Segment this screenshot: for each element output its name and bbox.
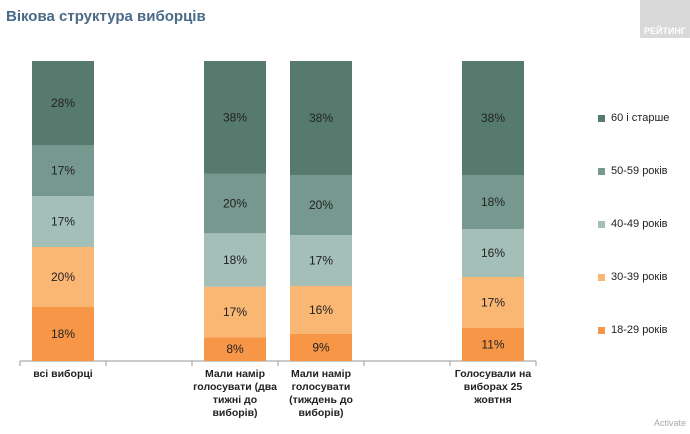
legend-swatch [598,326,605,334]
bar-segment [32,307,94,361]
category-label: всі виборці [33,368,93,380]
legend-label: 30-39 років [611,271,668,283]
activate-watermark: Activate [654,418,687,428]
bar-segment [462,277,524,328]
bar-segment [204,286,266,338]
legend-item: 50-59 років [598,165,668,177]
category-label: Мали намір голосувати (тиждень до виборі… [289,368,353,419]
data-label: 38% [481,111,505,125]
bar-segment [290,61,352,175]
legend-label: 40-49 років [611,218,668,230]
data-label: 20% [309,198,333,212]
data-label: 16% [309,303,333,317]
data-label: 17% [223,305,247,319]
bar-segment [204,61,266,174]
data-label: 38% [223,110,247,124]
data-label: 16% [481,246,505,260]
bar-segment [32,196,94,247]
bar-segment [204,173,266,234]
bar-segment [32,61,94,145]
data-label: 17% [51,215,75,229]
bar-segment [462,175,524,229]
legend-item: 18-29 років [598,324,668,336]
legend-item: 40-49 років [598,218,668,230]
chart-title: Вікова структура виборців [6,8,206,25]
legend-swatch [598,273,605,281]
category-label: Мали намір голосувати (два тижні до вибо… [193,368,277,419]
data-label: 17% [309,254,333,268]
legend-label: 60 і старше [611,112,670,124]
data-label: 18% [223,253,247,267]
data-label: 18% [51,327,75,341]
legend-label: 18-29 років [611,324,668,336]
data-label: 20% [51,270,75,284]
data-label: 38% [309,111,333,125]
bar-segment [204,337,266,361]
bar-segment [462,61,524,175]
logo-text: РЕЙТИНГ [643,26,687,36]
data-label: 28% [51,96,75,110]
bar-segment [290,334,352,361]
data-label: 20% [223,197,247,211]
bar-segment [290,235,352,286]
bar-segment [32,247,94,307]
legend-item: 30-39 років [598,271,668,283]
data-label: 17% [51,164,75,178]
data-label: 17% [481,296,505,310]
bar-segment [32,145,94,196]
bar-segment [290,286,352,334]
bar-segment [462,229,524,277]
legend-label: 50-59 років [611,165,668,177]
legend-swatch [598,114,605,122]
data-label: 11% [481,338,504,352]
category-label: Голосували на виборах 25 жовтня [454,368,532,406]
data-label: 8% [226,342,244,356]
rating-logo: РЕЙТИНГ [640,0,690,38]
bar-segment [290,175,352,235]
bar-segment [462,328,524,361]
legend-swatch [598,167,605,175]
legend-swatch [598,220,605,228]
data-label: 18% [481,195,505,209]
bar-segment [204,233,266,287]
data-label: 9% [312,341,330,355]
legend-item: 60 і старше [598,112,669,124]
